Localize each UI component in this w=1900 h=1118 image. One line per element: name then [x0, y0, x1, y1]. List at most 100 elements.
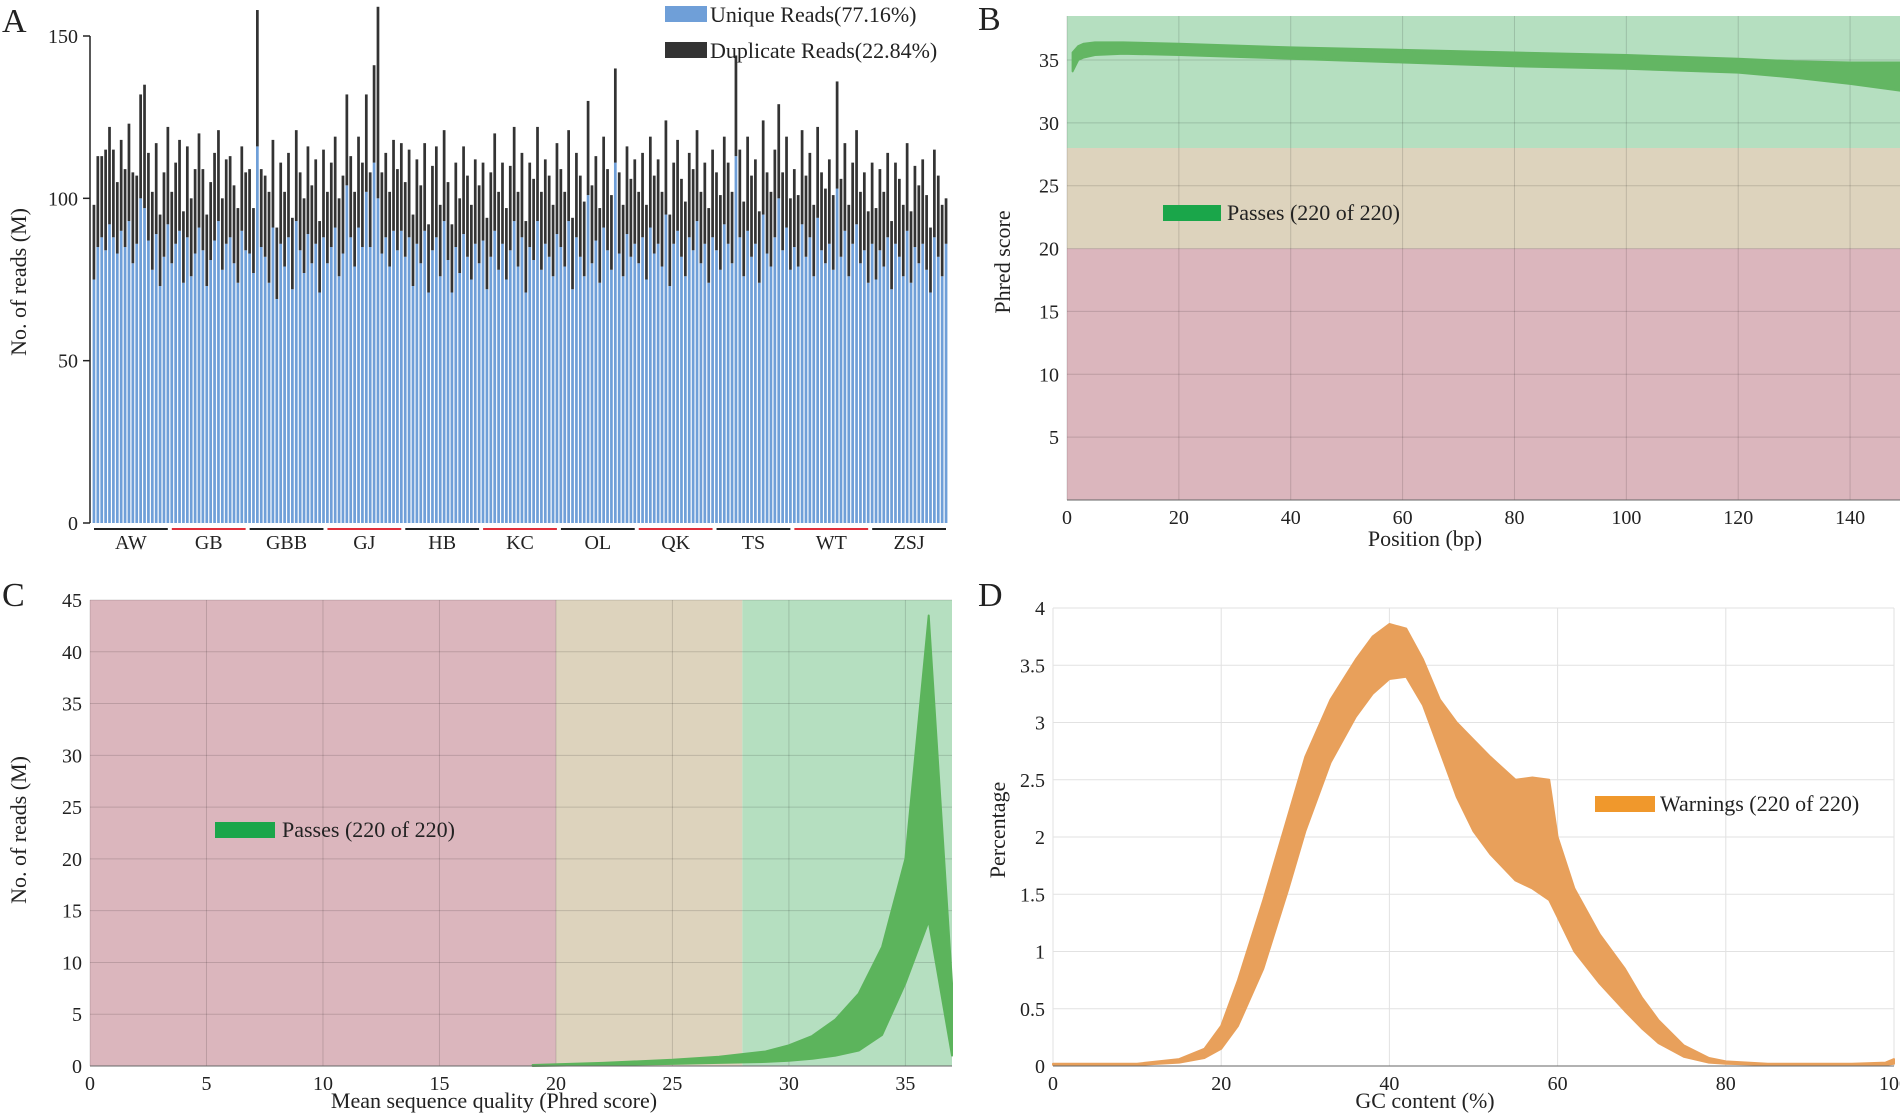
- bar-duplicate-reads: [773, 149, 777, 238]
- bar-unique-reads: [353, 266, 356, 523]
- panel-b-ticks: 0 20 40 60 80 100 120 140 5 10 15 20 25 30 35: [1039, 50, 1900, 529]
- bar-unique-reads: [664, 214, 668, 523]
- bar-duplicate-reads: [399, 143, 403, 231]
- bar-duplicate-reads: [594, 156, 598, 241]
- bar-unique-reads: [785, 227, 788, 524]
- bar-duplicate-reads: [92, 204, 96, 280]
- y-tick-label: 2: [1035, 827, 1045, 849]
- bar-duplicate-reads: [862, 172, 866, 251]
- bar-unique-reads: [878, 250, 882, 523]
- bar-unique-reads: [220, 269, 224, 523]
- bar-duplicate-reads: [154, 143, 158, 235]
- bar-unique-reads: [434, 237, 438, 524]
- bar-unique-reads: [660, 266, 664, 523]
- bar-duplicate-reads: [664, 120, 668, 215]
- bar-duplicate-reads: [878, 169, 882, 251]
- bar-unique-reads: [547, 256, 551, 523]
- bar-duplicate-reads: [392, 139, 395, 231]
- bar-duplicate-reads: [691, 169, 695, 251]
- x-tick-label: 140: [1835, 507, 1865, 529]
- bar-unique-reads: [648, 227, 652, 524]
- bar-duplicate-reads: [135, 175, 139, 244]
- bar-duplicate-reads: [104, 149, 107, 251]
- bar-duplicate-reads: [185, 146, 189, 238]
- bar-duplicate-reads: [291, 217, 294, 290]
- x-tick-label: 20: [1211, 1073, 1231, 1095]
- bar-unique-reads: [450, 292, 454, 523]
- bar-unique-reads: [925, 269, 928, 523]
- bar-duplicate-reads: [442, 130, 446, 222]
- bar-unique-reads: [917, 263, 921, 523]
- bar-unique-reads: [224, 243, 228, 524]
- bar-duplicate-reads: [337, 198, 341, 277]
- panel-b-quality-zones: [1067, 16, 1900, 500]
- panel-a-legend: Unique Reads(77.16%) Duplicate Reads(22.…: [665, 2, 937, 63]
- bar-unique-reads: [882, 266, 886, 523]
- x-tick-label: 80: [1504, 507, 1524, 529]
- bar-unique-reads: [493, 230, 497, 524]
- bar-unique-reads: [800, 224, 804, 523]
- bar-unique-reads: [617, 253, 621, 523]
- bar-unique-reads: [571, 289, 574, 523]
- x-tick-label: 120: [1723, 507, 1753, 529]
- bar-duplicate-reads: [730, 191, 734, 264]
- bar-unique-reads: [625, 234, 629, 524]
- bar-duplicate-reads: [240, 146, 244, 231]
- bar-duplicate-reads: [886, 152, 890, 238]
- bar-duplicate-reads: [536, 126, 539, 222]
- bar-unique-reads: [757, 282, 761, 523]
- bar-duplicate-reads: [746, 136, 749, 231]
- bar-duplicate-reads: [610, 195, 613, 270]
- panel-a: A 0 50 100 150 AW GB GBB GJ HB KC OL QK TS WT ZSJ No.…: [2, 2, 948, 554]
- bar-unique-reads: [516, 266, 520, 523]
- bar-duplicate-reads: [143, 84, 146, 209]
- bar-unique-reads: [302, 273, 306, 523]
- bar-unique-reads: [252, 273, 255, 523]
- bar-unique-reads: [466, 256, 469, 523]
- bar-unique-reads: [520, 237, 524, 524]
- panel-a-bars: [92, 6, 948, 524]
- bar-unique-reads: [283, 266, 286, 523]
- bar-duplicate-reads: [361, 162, 364, 248]
- bar-unique-reads: [754, 243, 757, 524]
- bar-unique-reads: [189, 276, 193, 523]
- group-label: HB: [428, 532, 456, 554]
- bar-duplicate-reads: [699, 191, 703, 264]
- y-tick-label: 1: [1035, 942, 1045, 964]
- bar-duplicate-reads: [761, 120, 765, 215]
- bar-duplicate-reads: [263, 175, 267, 257]
- bar-duplicate-reads: [228, 156, 232, 238]
- quality-zone: [555, 600, 743, 1066]
- bar-duplicate-reads: [357, 136, 360, 228]
- bar-duplicate-reads: [283, 191, 286, 267]
- bar-duplicate-reads: [470, 204, 473, 280]
- bar-duplicate-reads: [100, 156, 104, 238]
- bar-unique-reads: [446, 260, 450, 523]
- bar-duplicate-reads: [551, 204, 555, 277]
- bar-duplicate-reads: [874, 208, 878, 280]
- bar-duplicate-reads: [540, 191, 543, 270]
- bar-duplicate-reads: [668, 214, 672, 286]
- bar-unique-reads: [411, 285, 415, 523]
- bar-duplicate-reads: [434, 146, 438, 238]
- bar-unique-reads: [150, 269, 154, 523]
- bar-unique-reads: [341, 253, 345, 523]
- bar-duplicate-reads: [625, 146, 629, 235]
- bar-duplicate-reads: [368, 172, 372, 248]
- y-tick-label: 30: [62, 745, 82, 767]
- group-label: WT: [816, 532, 847, 554]
- panel-d-grid: [1052, 607, 1895, 1067]
- bar-duplicate-reads: [364, 94, 368, 192]
- bar-unique-reads: [578, 256, 582, 523]
- bar-duplicate-reads: [96, 156, 100, 248]
- x-tick-label: 40: [1379, 1073, 1399, 1095]
- bar-duplicate-reads: [621, 204, 625, 277]
- x-tick-label: 100: [1611, 507, 1641, 529]
- panel-c-y-label: No. of reads (M): [6, 756, 31, 904]
- bar-duplicate-reads: [909, 211, 913, 283]
- group-label: OL: [584, 532, 611, 554]
- bar-unique-reads: [318, 292, 321, 523]
- bar-unique-reads: [197, 227, 201, 524]
- bar-duplicate-reads: [232, 185, 236, 264]
- bar-unique-reads: [645, 279, 648, 523]
